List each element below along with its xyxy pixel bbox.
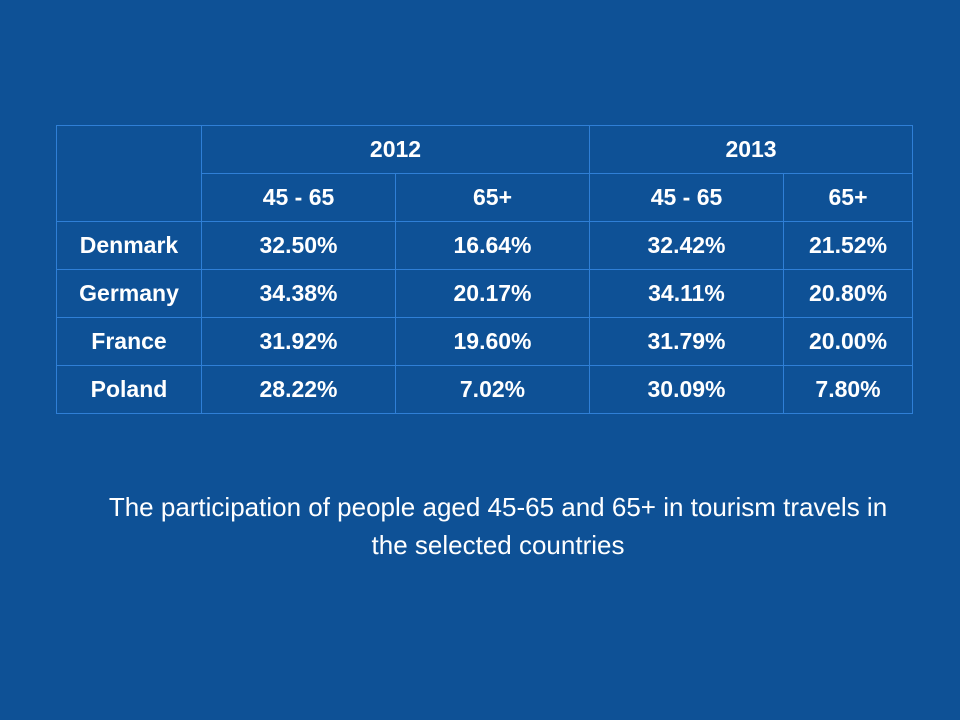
value-cell: 20.00% bbox=[783, 317, 914, 366]
table-caption: The participation of people aged 45-65 a… bbox=[108, 492, 888, 560]
value-cell: 28.22% bbox=[201, 365, 396, 414]
corner-cell bbox=[56, 125, 202, 222]
age-group-header: 45 - 65 bbox=[201, 173, 396, 222]
value-cell: 20.80% bbox=[783, 269, 914, 318]
value-cell: 34.11% bbox=[589, 269, 785, 318]
year-header-2013: 2013 bbox=[589, 125, 914, 174]
value-cell: 7.02% bbox=[394, 365, 591, 414]
age-group-header: 65+ bbox=[783, 173, 914, 222]
value-cell: 16.64% bbox=[394, 221, 591, 270]
country-cell: Denmark bbox=[56, 221, 202, 270]
country-cell: Germany bbox=[56, 269, 202, 318]
age-group-header: 65+ bbox=[394, 173, 591, 222]
table-row-denmark: Denmark 32.50% 16.64% 32.42% 21.52% bbox=[56, 221, 914, 270]
value-cell: 31.79% bbox=[589, 317, 785, 366]
table-row-germany: Germany 34.38% 20.17% 34.11% 20.80% bbox=[56, 269, 914, 318]
year-header-2012: 2012 bbox=[200, 125, 591, 174]
country-cell: France bbox=[56, 317, 202, 366]
value-cell: 32.50% bbox=[201, 221, 396, 270]
value-cell: 34.38% bbox=[201, 269, 396, 318]
value-cell: 19.60% bbox=[394, 317, 591, 366]
year-header-row: 2012 2013 bbox=[56, 125, 914, 222]
data-table: 2012 2013 45 - 65 65+ 45 - 65 65+ Denmar… bbox=[56, 125, 914, 414]
country-cell: Poland bbox=[56, 365, 202, 414]
table-row-france: France 31.92% 19.60% 31.79% 20.00% bbox=[56, 317, 914, 366]
value-cell: 32.42% bbox=[589, 221, 785, 270]
value-cell: 7.80% bbox=[783, 365, 914, 414]
value-cell: 31.92% bbox=[201, 317, 396, 366]
value-cell: 21.52% bbox=[783, 221, 914, 270]
value-cell: 20.17% bbox=[394, 269, 591, 318]
value-cell: 30.09% bbox=[589, 365, 785, 414]
table-row-poland: Poland 28.22% 7.02% 30.09% 7.80% bbox=[56, 365, 914, 414]
age-group-header: 45 - 65 bbox=[589, 173, 785, 222]
